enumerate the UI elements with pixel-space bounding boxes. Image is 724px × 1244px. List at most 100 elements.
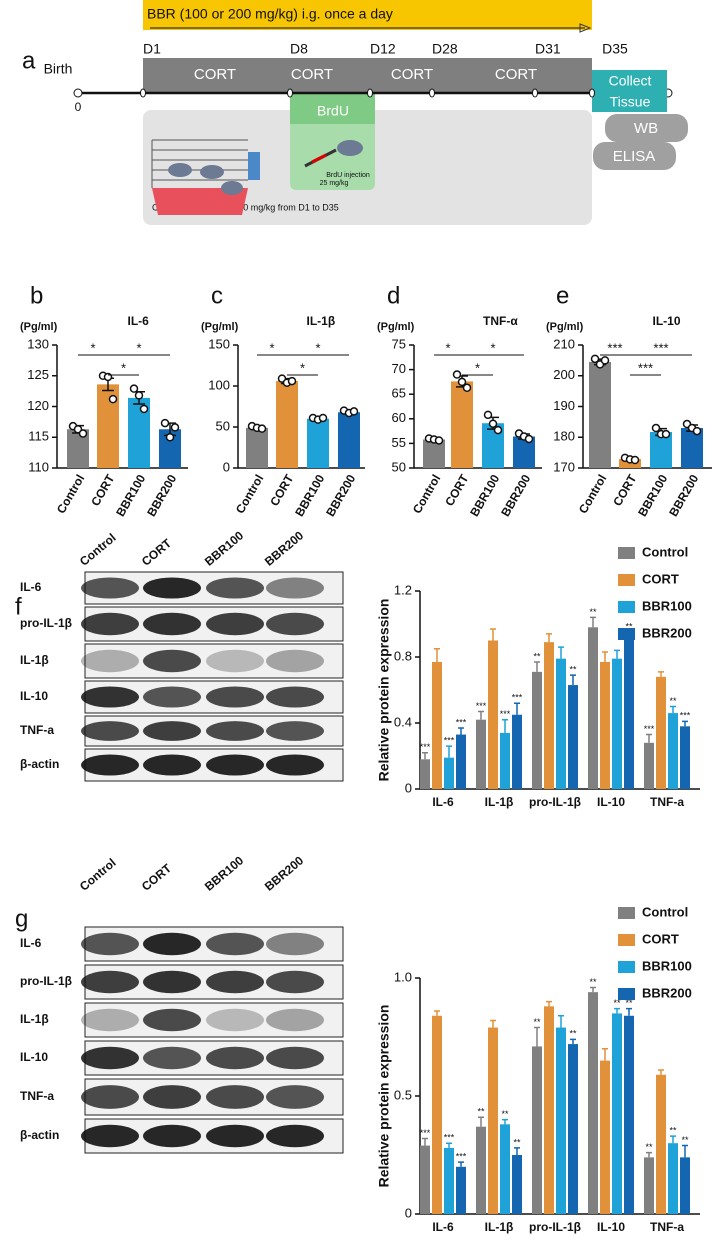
x-tick-label: IL-1β — [485, 795, 514, 809]
day-label: D8 — [290, 41, 308, 57]
cort-label: CORT — [495, 66, 537, 83]
significance-label: ** — [669, 1125, 677, 1135]
legend-swatch — [618, 988, 635, 1000]
error-bar — [434, 1010, 440, 1016]
row-label: IL-6 — [20, 580, 42, 594]
y-unit: (Pg/ml) — [546, 321, 584, 333]
bar — [624, 638, 634, 789]
data-point — [134, 391, 144, 400]
bar — [656, 676, 666, 789]
lane-label: BBR100 — [202, 528, 247, 569]
blot-band — [143, 754, 201, 776]
legend-label: BBR100 — [642, 598, 692, 613]
row-label: IL-10 — [20, 689, 48, 703]
bar — [681, 428, 703, 468]
y-tick-label: 0 — [405, 780, 412, 795]
x-tick-label: IL-10 — [597, 1220, 625, 1234]
treatment-label: BBR (100 or 200 mg/kg) i.g. once a day — [147, 6, 393, 22]
bar — [159, 429, 181, 468]
lane-label: Control — [77, 856, 119, 894]
blot-band — [143, 577, 201, 599]
significance-label: *** — [607, 340, 622, 355]
birth-label: Birth — [44, 61, 73, 77]
blot-band — [81, 970, 139, 994]
lane-label: BBR100 — [202, 853, 247, 894]
collect-label: Collect — [609, 73, 652, 89]
brdu-title: BrdU — [317, 103, 349, 119]
blot-band — [81, 1085, 139, 1109]
bar — [556, 1027, 566, 1214]
error-bar — [534, 661, 540, 672]
x-tick-label: BBR200 — [498, 472, 533, 519]
significance-label: *** — [512, 693, 523, 703]
blot-band — [266, 686, 324, 708]
timeline-marker — [589, 88, 595, 98]
bar — [544, 1006, 554, 1214]
x-tick-label: TNF-a — [650, 795, 684, 809]
chart-title: TNF-α — [483, 314, 518, 328]
error-bar — [458, 1161, 464, 1167]
bar — [656, 1074, 666, 1214]
bar — [600, 1060, 610, 1214]
error-bar — [422, 1137, 428, 1146]
blot-band — [143, 970, 201, 994]
significance-label: *** — [476, 701, 487, 711]
legend-label: BBR200 — [642, 985, 692, 1000]
row-label: IL-1β — [20, 1012, 49, 1026]
data-point — [651, 423, 661, 433]
data-point — [488, 419, 498, 428]
y-tick-label: 110 — [28, 459, 49, 474]
error-bar — [546, 633, 552, 643]
panel-letter: b — [30, 282, 43, 309]
error-bar — [646, 1151, 652, 1158]
row-label: TNF-a — [20, 1089, 54, 1103]
error-bar — [546, 1000, 552, 1007]
day-label: D35 — [602, 41, 628, 57]
row-label: IL-6 — [20, 936, 42, 950]
blot-band — [266, 932, 324, 956]
y-axis-title: Relative protein expression — [376, 599, 392, 782]
y-tick-label: 180 — [553, 429, 575, 444]
panel-letter: g — [15, 905, 28, 932]
y-tick-label: 50 — [216, 418, 230, 433]
significance-label: ** — [569, 1029, 577, 1039]
lane-label: CORT — [139, 536, 175, 569]
bar — [488, 640, 498, 789]
error-bar — [558, 1015, 564, 1028]
data-point — [524, 434, 534, 444]
error-bar — [614, 1007, 620, 1014]
cort-label: CORT — [194, 66, 236, 83]
bar — [420, 1145, 430, 1214]
significance-label: ** — [501, 1109, 509, 1119]
error-bar — [602, 651, 608, 662]
blot-band — [206, 612, 264, 636]
blot-band — [266, 577, 324, 599]
legend-label: BBR200 — [642, 625, 692, 640]
x-tick-label: CORT — [267, 472, 296, 509]
data-point — [170, 423, 180, 432]
data-point — [483, 410, 493, 420]
blot-band — [266, 612, 324, 636]
data-point — [692, 426, 702, 436]
blot-band — [206, 577, 264, 599]
bar — [568, 685, 578, 789]
brdu-dose: 25 mg/kg — [320, 180, 349, 187]
error-bar — [422, 751, 428, 760]
data-point — [108, 394, 118, 404]
day-label: D31 — [535, 41, 561, 57]
y-tick-label: 0 — [223, 459, 230, 474]
x-tick-label: pro-IL-1β — [529, 795, 581, 809]
bar — [432, 661, 442, 789]
bar — [451, 381, 473, 468]
error-bar — [658, 671, 664, 677]
bar — [97, 384, 119, 468]
bar — [532, 671, 542, 789]
blot-band — [206, 686, 264, 708]
error-bar — [490, 1019, 496, 1028]
legend-swatch — [618, 934, 635, 946]
bar — [423, 439, 445, 468]
bar — [588, 992, 598, 1214]
legend-swatch — [618, 574, 635, 586]
significance-label: ** — [625, 998, 633, 1008]
error-bar — [682, 1144, 688, 1158]
